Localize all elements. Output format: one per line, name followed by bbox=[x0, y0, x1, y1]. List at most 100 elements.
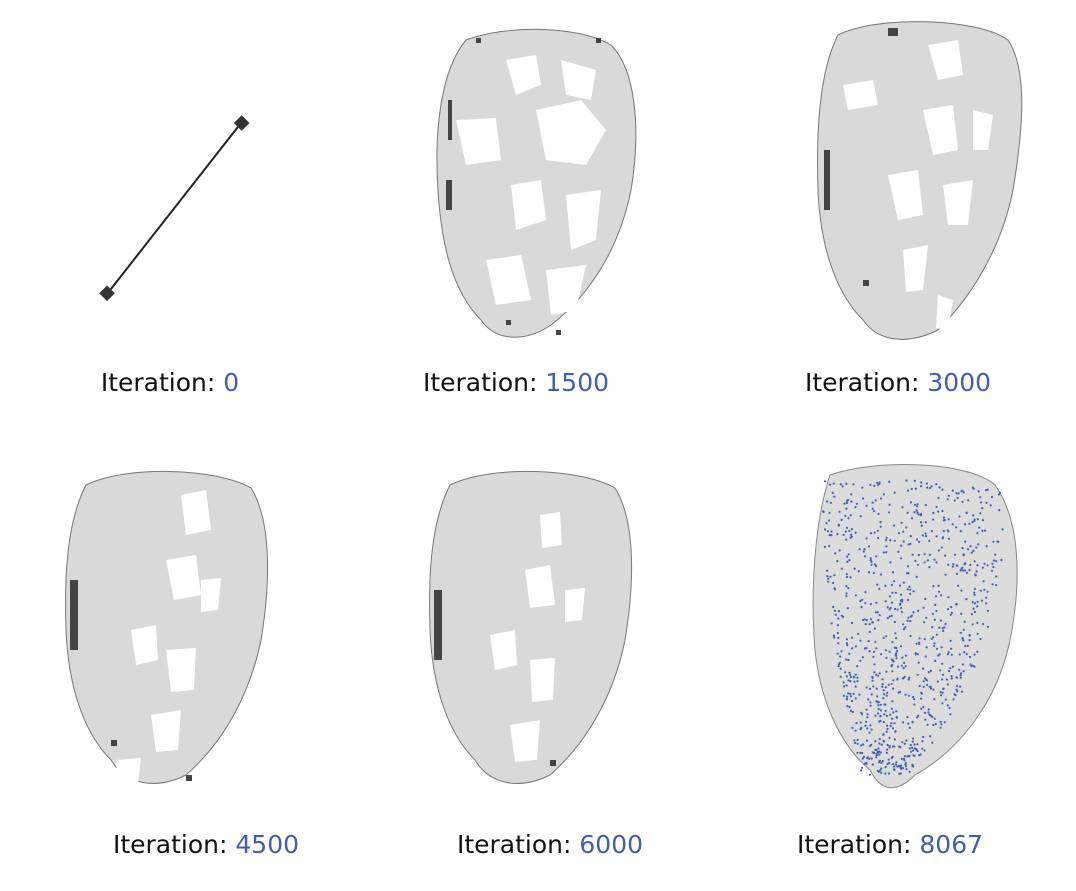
sample-point bbox=[847, 658, 850, 662]
sample-point bbox=[916, 538, 919, 541]
sample-point bbox=[972, 549, 975, 552]
sample-point bbox=[938, 486, 941, 489]
sample-point bbox=[862, 743, 865, 746]
sample-point bbox=[983, 562, 986, 565]
sample-point bbox=[900, 664, 903, 667]
sample-point bbox=[924, 597, 927, 601]
sample-point bbox=[903, 742, 906, 745]
sample-point bbox=[916, 563, 919, 566]
seed-vertex-b bbox=[233, 115, 250, 131]
sample-point bbox=[854, 531, 857, 534]
sample-point bbox=[986, 609, 989, 612]
sample-point bbox=[892, 687, 895, 690]
sample-point bbox=[937, 496, 940, 500]
mesh-artifacts bbox=[824, 28, 898, 286]
sample-point bbox=[845, 675, 848, 678]
sample-point bbox=[957, 584, 960, 587]
sample-point bbox=[886, 724, 889, 727]
sample-point bbox=[907, 755, 910, 758]
sample-point bbox=[973, 653, 976, 656]
mesh-figure bbox=[817, 21, 1023, 340]
sample-point bbox=[837, 610, 840, 613]
sample-point bbox=[887, 758, 890, 761]
sample-point bbox=[913, 743, 916, 746]
sample-point bbox=[935, 633, 938, 636]
sample-point bbox=[876, 611, 879, 614]
sample-point bbox=[891, 700, 894, 703]
sample-point bbox=[889, 724, 892, 728]
sample-point bbox=[915, 509, 918, 512]
sample-point bbox=[848, 559, 851, 562]
sample-point bbox=[826, 569, 829, 572]
sample-point bbox=[899, 557, 903, 560]
sample-point bbox=[971, 623, 974, 626]
sample-point bbox=[986, 590, 989, 593]
sample-point bbox=[976, 600, 979, 603]
sample-point bbox=[981, 622, 985, 626]
sample-point bbox=[833, 609, 837, 612]
sample-point bbox=[955, 572, 959, 575]
sample-point bbox=[905, 572, 909, 575]
sample-point bbox=[871, 763, 874, 766]
sample-point bbox=[865, 504, 868, 507]
seed-edge bbox=[106, 122, 242, 295]
sample-point bbox=[846, 575, 849, 579]
sample-point bbox=[903, 755, 906, 758]
sample-point bbox=[832, 581, 835, 585]
sample-point bbox=[902, 721, 905, 724]
sample-point bbox=[845, 695, 849, 698]
mesh-figure bbox=[429, 470, 633, 784]
sample-point bbox=[951, 523, 954, 526]
sample-point bbox=[855, 502, 858, 505]
sample-point bbox=[940, 694, 943, 697]
mesh-holes bbox=[490, 512, 585, 762]
sample-point bbox=[923, 749, 926, 752]
sample-point bbox=[958, 653, 961, 656]
sample-point bbox=[850, 621, 854, 625]
sample-point bbox=[942, 519, 945, 522]
sample-point bbox=[833, 574, 836, 577]
sample-point bbox=[844, 530, 847, 533]
sample-point bbox=[968, 655, 972, 659]
iteration-number: 0 bbox=[223, 368, 240, 397]
sample-point bbox=[866, 713, 869, 716]
sample-point bbox=[858, 693, 861, 696]
sample-point bbox=[867, 640, 870, 643]
sample-point bbox=[914, 653, 917, 656]
caption-label: Iteration: bbox=[804, 368, 928, 397]
sample-point bbox=[885, 730, 888, 733]
sample-point bbox=[854, 685, 857, 688]
sample-point bbox=[924, 532, 927, 535]
sample-point bbox=[822, 510, 825, 513]
sample-point bbox=[959, 676, 962, 679]
sample-point bbox=[920, 524, 923, 527]
sample-point bbox=[925, 683, 929, 687]
sample-point bbox=[982, 580, 985, 583]
sample-point bbox=[836, 533, 839, 536]
sample-point bbox=[883, 693, 886, 696]
sample-point bbox=[848, 671, 851, 674]
sample-point bbox=[976, 605, 979, 608]
sample-point bbox=[868, 687, 872, 690]
sample-point bbox=[963, 563, 966, 566]
panel-iteration-4500: Iteration: 4500 bbox=[46, 460, 366, 880]
sample-point bbox=[884, 703, 887, 706]
sample-point bbox=[856, 751, 859, 754]
sample-point bbox=[905, 479, 908, 482]
sample-point bbox=[859, 639, 862, 642]
sample-point bbox=[991, 583, 994, 586]
sample-point bbox=[933, 717, 936, 720]
sample-point bbox=[902, 628, 906, 631]
sample-point bbox=[847, 517, 850, 520]
sample-point bbox=[837, 642, 840, 645]
sample-point bbox=[905, 768, 908, 771]
sample-point bbox=[965, 598, 968, 601]
sample-point bbox=[905, 526, 908, 529]
panel-iteration-0: Iteration: 0 bbox=[10, 0, 330, 420]
sample-point bbox=[900, 767, 903, 770]
sample-point bbox=[878, 738, 881, 741]
sample-point bbox=[975, 570, 978, 573]
iteration-number: 1500 bbox=[545, 368, 610, 397]
sample-point bbox=[976, 650, 979, 653]
sample-point bbox=[923, 677, 926, 680]
